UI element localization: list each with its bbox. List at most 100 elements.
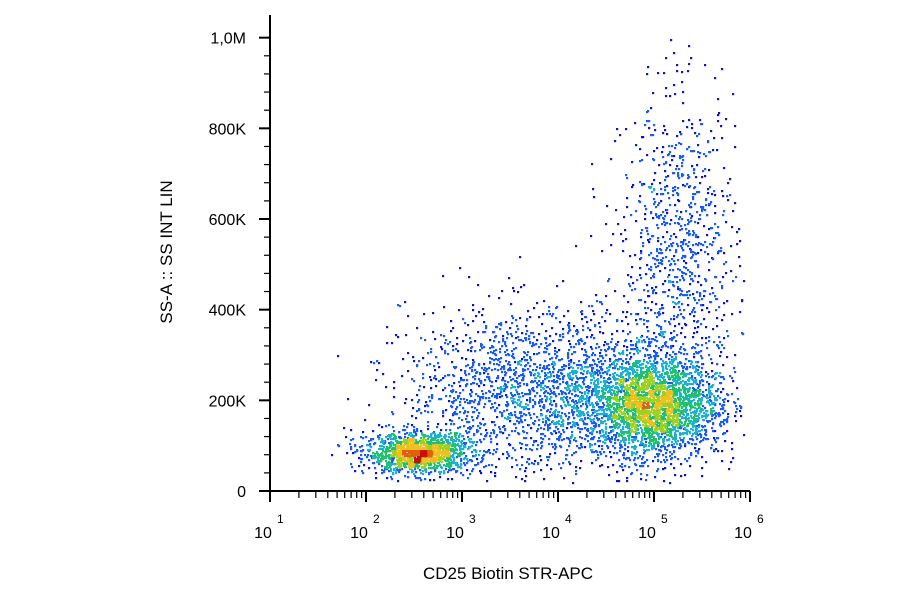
event-point — [675, 251, 678, 254]
event-point — [548, 456, 551, 459]
event-point — [538, 380, 541, 383]
event-point — [609, 438, 612, 441]
event-point — [674, 353, 677, 356]
event-point — [434, 464, 437, 467]
event-point — [699, 293, 702, 296]
event-point — [647, 290, 650, 293]
event-point — [691, 127, 694, 130]
event-point — [662, 312, 665, 315]
event-point — [586, 336, 589, 339]
event-point — [387, 467, 390, 470]
event-point — [441, 439, 444, 442]
event-point — [608, 347, 611, 350]
event-point — [581, 313, 584, 316]
event-point — [563, 375, 566, 378]
event-point — [453, 400, 456, 403]
event-point — [385, 460, 388, 463]
event-point — [679, 216, 682, 219]
event-point — [590, 336, 593, 339]
event-point — [460, 463, 463, 466]
event-point — [714, 194, 717, 197]
event-point — [595, 425, 598, 428]
event-point — [681, 156, 684, 159]
event-point — [487, 373, 490, 376]
event-point — [625, 316, 628, 319]
event-point — [492, 406, 495, 409]
event-point — [419, 469, 422, 472]
event-point — [678, 142, 681, 145]
event-point — [680, 445, 683, 448]
event-point — [484, 435, 487, 438]
event-point — [697, 244, 700, 247]
event-point — [519, 417, 522, 420]
event-point — [679, 269, 682, 272]
event-point — [588, 402, 591, 405]
event-point — [676, 70, 679, 73]
event-point — [648, 449, 651, 452]
event-point — [537, 372, 540, 375]
event-point — [362, 472, 365, 475]
event-point — [654, 357, 657, 360]
event-point — [681, 422, 684, 425]
event-point — [605, 439, 608, 442]
event-point — [456, 413, 459, 416]
event-point — [664, 215, 667, 218]
event-point — [689, 283, 692, 286]
event-point — [719, 382, 722, 385]
event-point — [601, 397, 604, 400]
event-point — [507, 333, 510, 336]
event-point — [653, 203, 656, 206]
event-point — [439, 464, 442, 467]
event-point — [591, 414, 594, 417]
event-point — [656, 248, 659, 251]
event-point — [457, 466, 460, 469]
event-point — [681, 425, 684, 428]
event-point — [603, 404, 606, 407]
event-point — [548, 368, 551, 371]
event-point — [675, 430, 678, 433]
event-point — [684, 474, 687, 477]
event-point — [549, 358, 552, 361]
event-point — [627, 435, 630, 438]
event-point — [673, 400, 676, 403]
event-point — [692, 346, 695, 349]
event-point — [537, 428, 540, 431]
event-point — [664, 280, 667, 283]
event-point — [474, 375, 477, 378]
event-point — [644, 205, 647, 208]
event-point — [575, 451, 578, 454]
event-point — [665, 87, 668, 90]
event-point — [671, 382, 674, 385]
event-point — [545, 417, 548, 420]
event-point — [653, 365, 656, 368]
event-point — [531, 345, 534, 348]
event-point — [723, 302, 726, 305]
event-point — [712, 414, 715, 417]
event-point — [685, 243, 688, 246]
event-point — [644, 341, 647, 344]
event-point — [602, 395, 605, 398]
event-point — [412, 470, 415, 473]
event-point — [643, 360, 646, 363]
event-point — [670, 318, 673, 321]
event-point — [668, 365, 671, 368]
event-point — [619, 442, 622, 445]
event-point — [596, 379, 599, 382]
event-point — [656, 433, 659, 436]
event-point — [483, 450, 486, 453]
event-point — [568, 327, 571, 330]
event-point — [627, 422, 630, 425]
event-point — [655, 367, 658, 370]
event-point — [451, 478, 454, 481]
event-point — [739, 311, 742, 314]
event-point — [691, 443, 694, 446]
event-point — [662, 156, 665, 159]
event-point — [452, 468, 455, 471]
event-point — [677, 268, 680, 271]
event-point — [693, 416, 696, 419]
event-point — [641, 184, 644, 187]
event-point — [424, 410, 427, 413]
event-point — [465, 455, 468, 458]
event-point — [574, 389, 577, 392]
event-point — [708, 383, 711, 386]
